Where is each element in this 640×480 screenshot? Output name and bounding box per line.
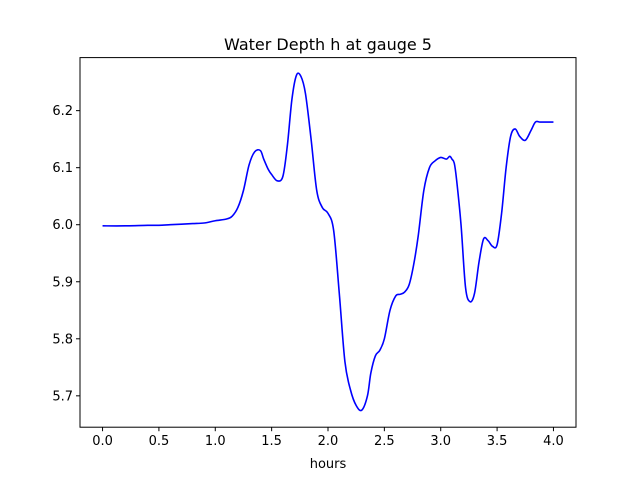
y-tick-label: 6.0: [52, 218, 73, 233]
x-tick-label: 3.5: [487, 434, 508, 449]
x-tick-label: 2.5: [374, 434, 395, 449]
y-tick-label: 5.7: [52, 389, 73, 404]
chart-title: Water Depth h at gauge 5: [224, 35, 432, 54]
x-tick-label: 4.0: [543, 434, 564, 449]
y-tick-label: 6.1: [52, 161, 73, 176]
x-tick-label: 1.0: [205, 434, 226, 449]
x-tick-label: 3.0: [430, 434, 451, 449]
series-line-0: [102, 72, 554, 412]
x-tick-label: 2.0: [318, 434, 339, 449]
y-tick-label: 5.8: [52, 332, 73, 347]
plot-frame: [79, 57, 577, 428]
x-tick-label: 1.5: [261, 434, 282, 449]
y-tick-label: 6.2: [52, 104, 73, 119]
x-tick-label: 0.0: [92, 434, 113, 449]
x-tick-label: 0.5: [149, 434, 170, 449]
x-axis-label: hours: [310, 457, 347, 472]
y-tick-label: 5.9: [52, 275, 73, 290]
